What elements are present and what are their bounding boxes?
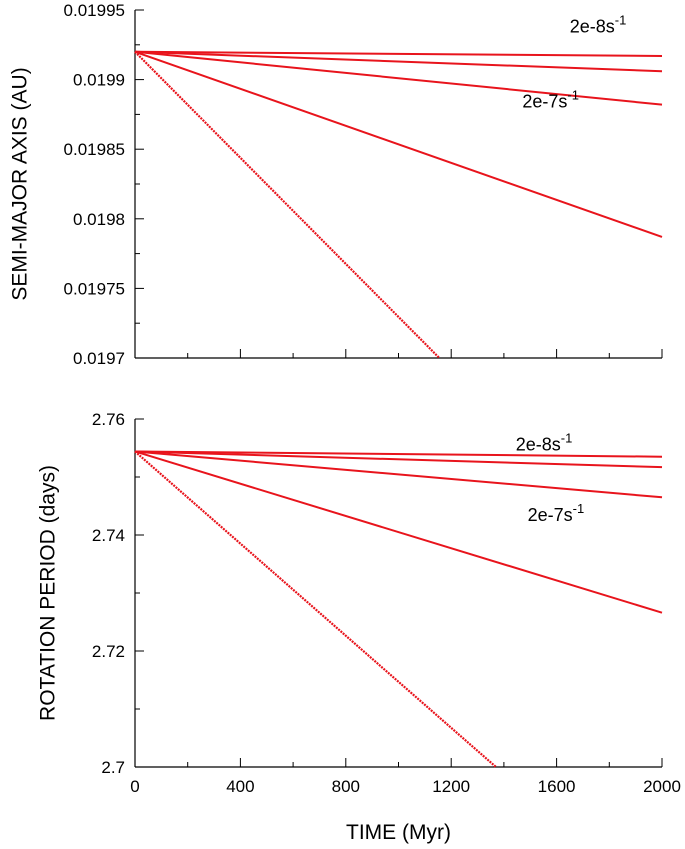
- annotation-text: 2e-7s: [528, 505, 573, 525]
- series-line-1: [134, 50, 663, 57]
- semi-major-axis-panel: 0.0197 0.01975 0.0198 0.01985 0.0199 0.01995 S…: [9, 1, 663, 368]
- y-tick-label: 2.74: [92, 526, 125, 545]
- y-tick-label: 0.0198: [73, 210, 125, 229]
- series-line-2: [134, 450, 663, 469]
- series-line-1: [134, 450, 663, 458]
- x-axis-title: TIME (Myr): [346, 821, 451, 844]
- y-tick-label: 0.01985: [64, 140, 125, 159]
- x-tick-label: 1200: [432, 777, 470, 796]
- y-tick-label: 0.01995: [64, 1, 125, 20]
- x-tick-label: 0: [130, 777, 139, 796]
- y-tick-label: 2.72: [92, 642, 125, 661]
- y-axis-title: SEMI-MAJOR AXIS (AU): [9, 67, 32, 300]
- series-annotation: 2e-8s-1: [516, 430, 573, 454]
- series-line-4: [134, 50, 663, 238]
- series-line-3: [134, 450, 663, 499]
- series-annotation: 2e-8s-1: [570, 12, 627, 36]
- annotation-superscript: -1: [561, 430, 573, 445]
- series-annotation: 2e-7s-1: [522, 87, 579, 111]
- y-axis-title: ROTATION PERIOD (days): [37, 465, 60, 721]
- annotation-superscript: -1: [573, 501, 585, 516]
- annotation-text: 2e-8s: [570, 16, 615, 36]
- x-tick-label: 400: [226, 777, 254, 796]
- annotation-text: 2e-7s: [522, 91, 567, 111]
- y-tick-label: 0.01975: [64, 279, 125, 298]
- y-tick-label: 2.7: [101, 758, 125, 777]
- annotation-superscript: -1: [567, 87, 579, 102]
- x-tick-label: 800: [332, 777, 360, 796]
- series-line-4: [134, 450, 663, 614]
- series-line-5: [134, 50, 441, 359]
- y-tick-label: 0.0197: [73, 349, 125, 368]
- series-line-3: [134, 50, 663, 106]
- annotation-superscript: -1: [615, 12, 627, 27]
- rotation-period-panel: 2.7 2.72 2.74 2.76 0 400 800 1200 1600 2000 ROTATI…: [37, 410, 681, 844]
- x-tick-label: 1600: [538, 777, 576, 796]
- y-tick-label: 0.0199: [73, 71, 125, 90]
- x-tick-label: 2000: [643, 777, 681, 796]
- series-line-5: [134, 450, 497, 768]
- series-annotation: 2e-7s-1: [528, 501, 585, 525]
- y-tick-label: 2.76: [92, 410, 125, 429]
- annotation-text: 2e-8s: [516, 434, 561, 454]
- series-line-2: [134, 50, 663, 73]
